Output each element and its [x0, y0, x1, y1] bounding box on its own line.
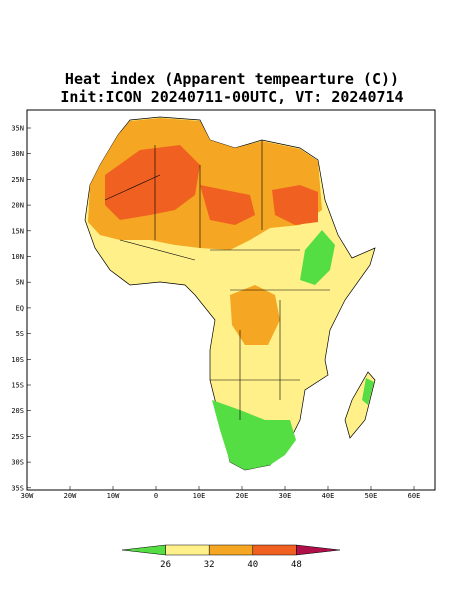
lat-label: 25N — [11, 176, 24, 184]
very-hot-3 — [272, 185, 318, 225]
lat-label: EQ — [16, 304, 24, 312]
lat-label: 20N — [11, 202, 24, 210]
lat-label: 5N — [16, 279, 24, 287]
very-hot-1 — [105, 145, 200, 220]
lon-label: 30E — [279, 492, 292, 500]
lat-label: 30S — [11, 459, 24, 467]
lon-label: 20E — [236, 492, 249, 500]
lon-label: 30W — [21, 492, 34, 500]
central-hot — [230, 285, 280, 345]
axis-labels: 35N 30N 25N 20N 15N 10N 5N EQ 5S 10S 15S 20S 25S 30S 3… — [11, 125, 420, 501]
colorbar-label: 48 — [291, 560, 302, 570]
lon-label: 40E — [322, 492, 335, 500]
lon-label: 20W — [64, 492, 77, 500]
lat-label: 10N — [11, 253, 24, 261]
lat-label: 15N — [11, 227, 24, 235]
lat-label: 20S — [11, 407, 24, 415]
lat-label: 10S — [11, 356, 24, 364]
borders — [104, 140, 330, 420]
lat-label: 25S — [11, 433, 24, 441]
very-hot-2 — [200, 185, 255, 225]
colorbar: 26 32 40 48 — [121, 544, 341, 570]
lon-label: 50E — [365, 492, 378, 500]
lat-label: 30N — [11, 150, 24, 158]
colorbar-label: 40 — [247, 560, 258, 570]
lon-label: 10E — [193, 492, 206, 500]
lon-label: 0 — [154, 492, 158, 500]
lat-label: 5S — [16, 330, 24, 338]
colorbar-segment — [208, 544, 254, 556]
colorbar-label: 26 — [160, 560, 171, 570]
title: Heat index (Apparent tempearture (C)) — [65, 70, 399, 88]
colorbar-segment — [252, 544, 297, 556]
lat-label: 35N — [11, 125, 24, 133]
colorbar-segment — [165, 544, 210, 556]
subtitle: Init:ICON 20240711-00UTC, VT: 20240714 — [60, 88, 403, 106]
madagascar-cool — [362, 378, 374, 405]
south-cool — [212, 400, 296, 470]
lon-label: 60E — [408, 492, 421, 500]
map — [26, 109, 436, 491]
lat-label: 35S — [11, 484, 24, 492]
colorbar-label: 32 — [204, 560, 215, 570]
colorbar-segment — [296, 544, 341, 556]
lon-label: 10W — [107, 492, 120, 500]
colorbar-segment — [121, 544, 166, 556]
lat-label: 15S — [11, 382, 24, 390]
ethiopia-cool — [300, 230, 335, 285]
